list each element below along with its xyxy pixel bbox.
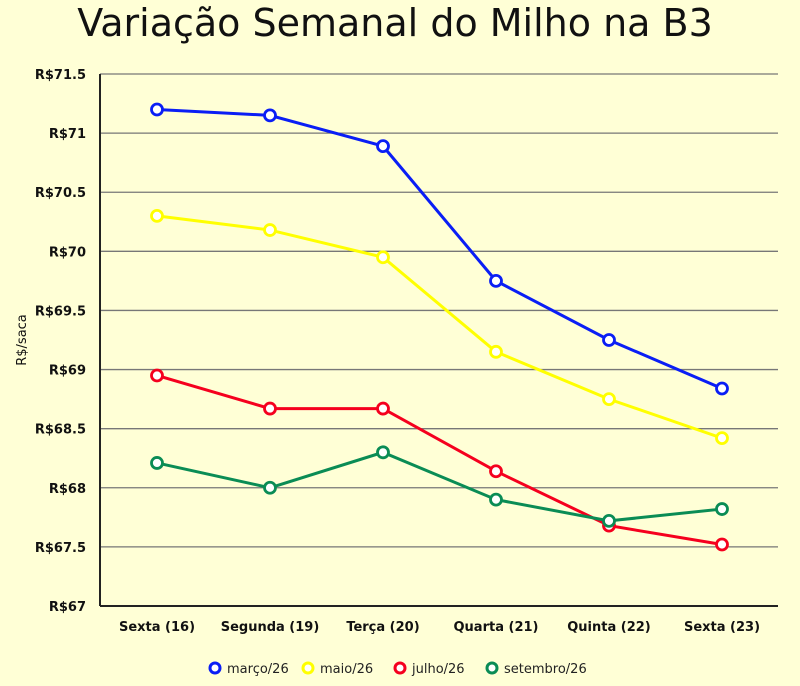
data-point [263,480,277,495]
chart-title: Variação Semanal do Milho na B3 [77,1,713,45]
legend-marker-icon [393,661,407,675]
legend-label: março/26 [227,662,289,677]
series-line [156,214,723,440]
series-line [156,450,723,523]
data-point [489,464,503,479]
series-setembro26 [150,445,729,528]
y-tick-label: R$69 [49,364,86,379]
series-maro26 [150,102,729,396]
data-point [602,392,616,407]
x-tick-label: Segunda (19) [221,620,320,635]
x-tick-label: Sexta (16) [119,620,195,635]
data-point [489,344,503,359]
legend-label: maio/26 [320,662,373,677]
series-line [156,374,723,547]
series-line [156,107,723,390]
series-julho26 [150,368,729,552]
legend-item: maio/26 [301,661,373,677]
x-tick-label: Quinta (22) [567,620,651,635]
series-maio26 [150,208,729,446]
legend-label: setembro/26 [504,662,587,677]
y-tick-label: R$71 [49,127,86,142]
legend-item: setembro/26 [485,661,587,677]
data-point [263,223,277,237]
data-point [715,431,729,446]
x-tick-label: Sexta (23) [684,620,760,635]
y-tick-label: R$68 [49,482,86,497]
data-point [263,401,277,416]
data-point [715,502,729,516]
legend-label: julho/26 [411,662,465,677]
data-point [715,381,729,396]
data-point [263,108,277,123]
y-tick-label: R$69.5 [35,304,86,319]
legend-marker-icon [485,661,499,675]
x-tick-label: Terça (20) [346,620,419,635]
data-point [376,250,390,265]
data-point [150,456,164,470]
data-point [715,537,729,552]
data-point [376,401,390,416]
y-tick-label: R$71.5 [35,68,86,83]
y-tick-label: R$68.5 [35,423,86,438]
y-tick-label: R$70.5 [35,186,86,201]
data-point [376,139,390,154]
data-point [602,333,616,347]
x-tick-label: Quarta (21) [454,620,539,635]
legend-marker-icon [208,661,222,675]
data-point [150,368,164,383]
y-tick-label: R$67 [49,600,86,615]
data-point [376,445,390,460]
y-axis-label: R$/saca [15,314,30,366]
data-point [489,492,503,507]
data-point [602,513,616,528]
y-tick-label: R$67.5 [35,541,86,556]
data-point [150,208,164,223]
data-point [150,102,164,117]
data-point [489,273,503,288]
legend-item: março/26 [208,661,289,677]
legend-marker-icon [301,661,315,675]
y-tick-label: R$70 [49,245,86,260]
legend-item: julho/26 [393,661,465,677]
